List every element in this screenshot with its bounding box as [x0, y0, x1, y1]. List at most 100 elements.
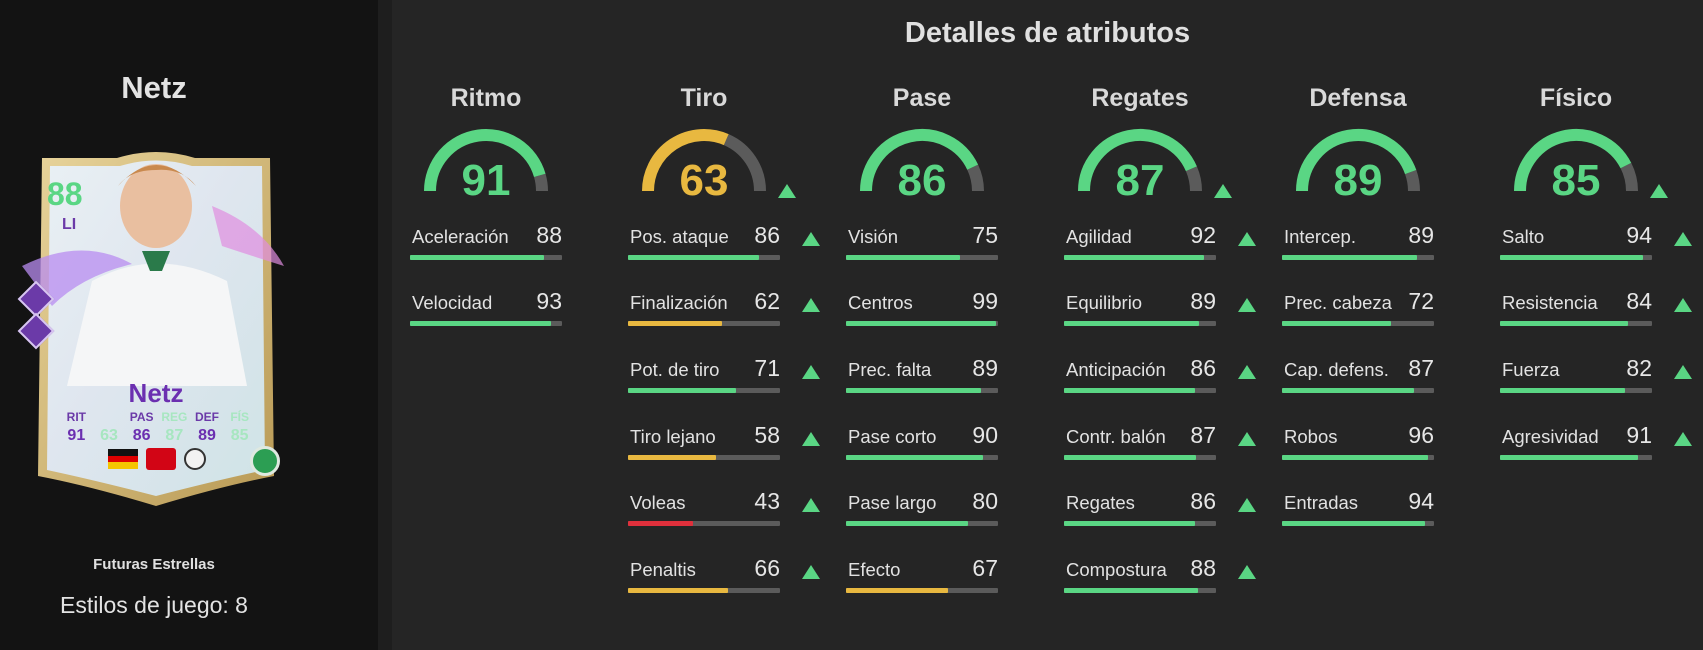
player-panel: Netz	[0, 0, 378, 650]
gauge-track	[533, 173, 548, 192]
attribute-bar-fill	[628, 588, 729, 593]
attribute-bar-fill	[628, 321, 723, 326]
attribute-name: Centros	[848, 292, 913, 313]
attribute-bar-track	[1500, 321, 1652, 326]
upgrade-arrow-icon	[1674, 432, 1692, 446]
attribute-row: Pos. ataque 86	[628, 222, 820, 266]
attribute-name: Pot. de tiro	[630, 359, 720, 380]
upgrade-arrow-icon	[1674, 298, 1692, 312]
attribute-bar-track	[628, 321, 780, 326]
attribute-value: 86	[1190, 355, 1216, 381]
upgrade-arrow-icon	[1674, 365, 1692, 379]
attribute-row: Intercep. 89	[1282, 222, 1452, 266]
upgrade-arrow-icon	[778, 184, 796, 198]
attribute-value: 88	[536, 222, 562, 248]
attribute-bar-track	[846, 588, 998, 593]
attribute-value: 82	[1626, 355, 1652, 381]
attribute-name: Salto	[1502, 226, 1545, 247]
player-card[interactable]: 88 LI Netz RIT PAS REG DEF FÍS 91 63 86 …	[17, 146, 290, 506]
card-stats: RIT PAS REG DEF FÍS 91 63 86 87 89 85	[60, 410, 256, 445]
attribute-row: Robos 96	[1282, 422, 1452, 466]
attribute-name: Prec. cabeza	[1284, 292, 1392, 313]
card-badges	[108, 448, 206, 470]
attribute-bar-fill	[1500, 321, 1628, 326]
category-gauge: 86	[846, 84, 998, 205]
card-stat-label	[93, 410, 126, 424]
category-tiro: Tiro 63 Pos. ataque 86 Finalización 62 Pot. de…	[628, 84, 820, 593]
attribute-bar-fill	[846, 255, 960, 260]
attribute-row: Agresividad 91	[1500, 422, 1692, 466]
card-stat-value: 89	[198, 427, 216, 444]
category-value: 85	[1551, 156, 1601, 205]
attribute-row: Visión 75	[846, 222, 1016, 266]
attribute-bar-track	[1282, 521, 1434, 526]
attribute-row: Centros 99	[846, 288, 1016, 332]
attribute-value: 58	[754, 422, 780, 448]
upgrade-arrow-icon	[802, 565, 820, 579]
attribute-bar-fill	[410, 321, 552, 326]
category-físico: Físico 85 Salto 94 Resistencia 84 Fuerza 82 Agre…	[1500, 84, 1692, 460]
attribute-value: 67	[972, 555, 998, 581]
category-name: Físico	[1539, 84, 1613, 112]
gauge-fill	[1078, 129, 1197, 192]
attribute-bar-fill	[1500, 455, 1639, 460]
attribute-bar-track	[1064, 455, 1216, 460]
attribute-bar-fill	[1064, 455, 1197, 460]
attribute-value: 87	[1408, 355, 1434, 381]
attribute-bar-track	[1500, 388, 1652, 393]
attribute-bar-fill	[846, 521, 968, 526]
attribute-bar-fill	[1282, 388, 1415, 393]
attribute-name: Compostura	[1066, 559, 1167, 580]
attribute-name: Penaltis	[630, 559, 696, 580]
upgrade-arrow-icon	[802, 298, 820, 312]
attribute-bar-fill	[1500, 255, 1643, 260]
attribute-bar-track	[1064, 321, 1216, 326]
attribute-value: 87	[1190, 422, 1216, 448]
attribute-name: Anticipación	[1066, 359, 1166, 380]
attribute-row: Agilidad 92	[1064, 222, 1256, 266]
attribute-bar-fill	[1064, 588, 1198, 593]
page-title: Detalles de atributos	[904, 17, 1191, 49]
attribute-bar-track	[410, 255, 562, 260]
category-name: Defensa	[1309, 84, 1407, 112]
attribute-row: Velocidad 93	[410, 288, 580, 332]
attribute-name: Robos	[1284, 426, 1338, 447]
card-rating: 88	[47, 176, 83, 212]
category-name: Regates	[1091, 84, 1189, 112]
attribute-row: Penaltis 66	[628, 555, 820, 599]
category-value: 86	[897, 156, 947, 205]
attribute-value: 92	[1190, 222, 1216, 248]
attribute-row: Voleas 43	[628, 488, 820, 532]
attribute-bar-fill	[1282, 321, 1392, 326]
category-name: Tiro	[680, 84, 728, 112]
attribute-row: Efecto 67	[846, 555, 1016, 599]
attribute-bar-fill	[1500, 388, 1625, 393]
attribute-bar-track	[628, 455, 780, 460]
category-pase: Pase 86 Visión 75 Centros 99 Prec. falta 89 Pase…	[846, 84, 1016, 593]
attribute-bar-track	[1282, 455, 1434, 460]
attribute-value: 43	[754, 488, 780, 514]
attribute-name: Finalización	[630, 292, 728, 313]
gauge-fill	[424, 129, 546, 192]
attribute-name: Fuerza	[1502, 359, 1560, 380]
category-gauge: 91	[410, 84, 562, 205]
gauge-track	[1404, 169, 1420, 192]
attribute-value: 93	[536, 288, 562, 314]
upgrade-arrow-icon	[1238, 498, 1256, 512]
attribute-row: Compostura 88	[1064, 555, 1256, 599]
attribute-bar-track	[1064, 388, 1216, 393]
attribute-name: Pos. ataque	[630, 226, 729, 247]
attribute-name: Pase largo	[848, 492, 937, 513]
category-gauge: 85	[1500, 84, 1668, 205]
attribute-value: 84	[1626, 288, 1652, 314]
attribute-value: 88	[1190, 555, 1216, 581]
attribute-bar-track	[1282, 388, 1434, 393]
attribute-bar-track	[1500, 455, 1652, 460]
gauge-arc	[424, 129, 548, 192]
attribute-row: Aceleración 88	[410, 222, 580, 266]
attribute-name: Velocidad	[412, 292, 493, 313]
attribute-row: Finalización 62	[628, 288, 820, 332]
upgrade-arrow-icon	[1674, 232, 1692, 246]
attribute-bar-fill	[410, 255, 544, 260]
gauge-arc	[1296, 129, 1420, 192]
